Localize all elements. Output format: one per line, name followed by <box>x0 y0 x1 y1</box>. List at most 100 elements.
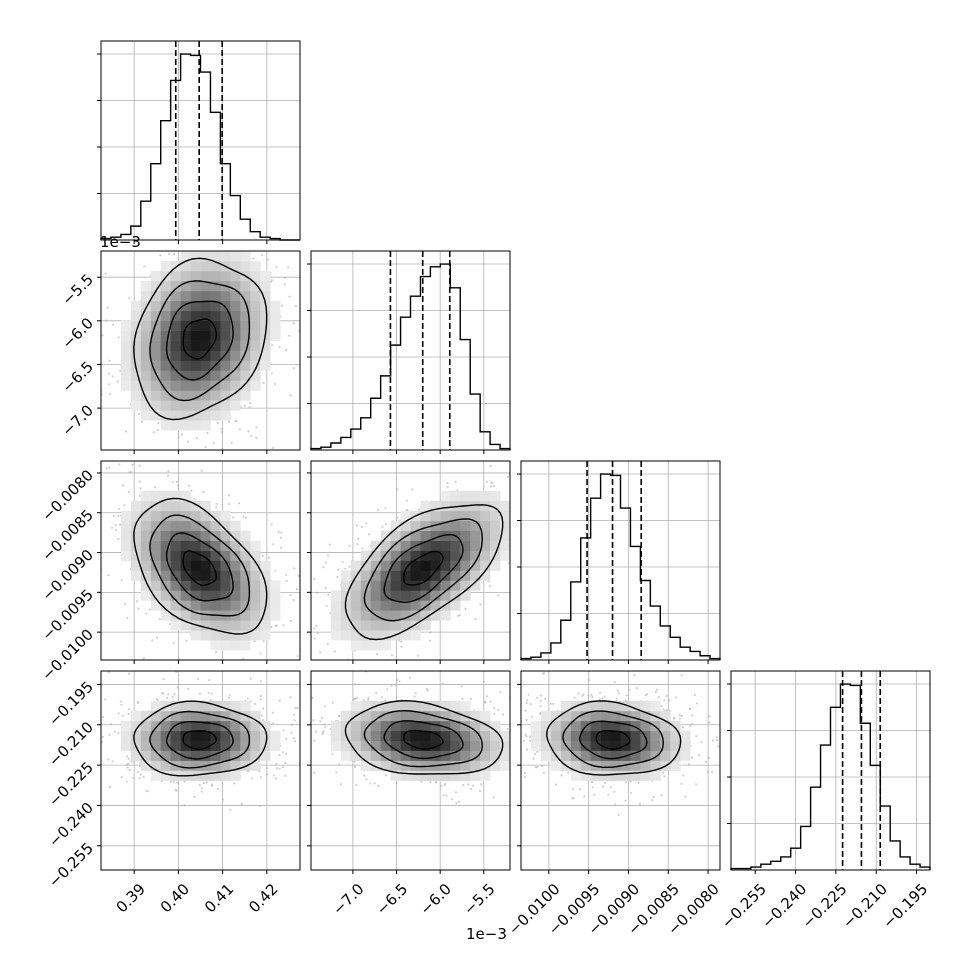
scatter-point <box>258 804 262 808</box>
scatter-point <box>534 752 537 756</box>
histogram-panel <box>307 250 511 454</box>
density-cells <box>120 490 281 651</box>
density-cell <box>480 510 491 522</box>
density-cell <box>240 740 251 751</box>
density-cell <box>200 590 211 601</box>
scatter-point <box>94 734 96 736</box>
density-cell <box>350 720 362 732</box>
scatter-point <box>457 800 461 803</box>
scatter-point <box>516 493 518 495</box>
density-cell <box>330 590 342 601</box>
density-cell <box>190 540 201 551</box>
density-cell <box>380 640 391 651</box>
density-cell <box>390 540 401 551</box>
scatter-point <box>255 436 258 439</box>
density-cell <box>140 750 152 761</box>
density-cell <box>200 420 211 431</box>
density-cell <box>410 620 421 631</box>
scatter-point <box>482 680 485 684</box>
density-cell <box>420 500 431 512</box>
scatter-point <box>385 523 388 526</box>
scatter-point <box>128 296 131 300</box>
density-cell <box>230 360 241 371</box>
density-cell <box>140 320 152 331</box>
density-cell <box>200 710 211 722</box>
density-cell <box>500 740 510 751</box>
panel-background <box>731 671 930 870</box>
scatter-point <box>259 698 262 701</box>
density-cell <box>250 270 261 282</box>
density-cell <box>250 330 261 341</box>
density-cell <box>210 280 221 292</box>
density-cell <box>190 530 201 541</box>
density-cell <box>130 500 142 512</box>
scatter-point <box>326 642 329 645</box>
density-cell <box>400 710 411 722</box>
scatter-point <box>706 770 709 773</box>
density-cell <box>250 760 261 771</box>
density-cell <box>440 540 451 551</box>
scatter-point <box>629 791 632 794</box>
scatter-point <box>104 698 107 701</box>
density-cell <box>150 340 162 351</box>
scatter-point <box>93 484 95 486</box>
density-cell <box>230 640 241 651</box>
density-cell <box>200 400 211 411</box>
density-cell <box>180 510 191 522</box>
scatter-point <box>202 490 205 493</box>
scatter-point <box>111 526 114 529</box>
contours <box>133 497 268 635</box>
scatter-point <box>372 666 374 668</box>
scatter-point <box>331 753 334 756</box>
density-cell <box>500 510 510 522</box>
density-cell <box>360 630 372 641</box>
scatter-point <box>288 295 291 298</box>
scatter-point <box>172 641 175 644</box>
density-cell <box>200 350 211 361</box>
scatter-point <box>128 471 131 474</box>
density-cell <box>490 540 501 551</box>
density-cell <box>180 540 191 551</box>
density-cell <box>140 390 152 401</box>
density-cell <box>160 740 171 751</box>
density-cell <box>220 760 231 771</box>
scatter-point <box>470 787 473 791</box>
density-cell <box>180 251 191 262</box>
density-cell <box>150 500 162 512</box>
histogram-step <box>730 683 931 870</box>
density-cell <box>150 570 162 581</box>
density-cell <box>120 360 132 371</box>
scatter-point <box>507 562 510 565</box>
scatter-point <box>362 699 365 702</box>
density-cell <box>140 720 152 732</box>
scatter-point <box>135 600 139 603</box>
contours <box>133 257 268 421</box>
scatter-point <box>355 784 358 787</box>
density-cell <box>440 740 451 751</box>
density-cell <box>390 550 401 561</box>
density-cell <box>430 720 441 732</box>
scatter-point <box>292 322 295 325</box>
density-cell <box>250 261 261 272</box>
density-cell <box>430 770 441 781</box>
density-cell <box>380 630 391 641</box>
density-cell <box>240 590 251 601</box>
density-cell <box>460 540 471 551</box>
density-cell <box>500 530 510 541</box>
density-cell <box>200 310 211 321</box>
scatter-point <box>120 703 123 706</box>
density-cell <box>250 740 261 751</box>
density-cell <box>170 280 181 292</box>
scatter-point <box>232 516 235 519</box>
scatter-point <box>365 778 368 781</box>
scatter-point <box>220 427 223 430</box>
scatter-point <box>413 695 416 698</box>
scatter-point <box>367 533 371 536</box>
scatter-point <box>716 739 719 742</box>
density-cell <box>200 530 211 541</box>
density-cell <box>210 600 221 611</box>
density-cell <box>180 530 191 541</box>
scatter-point <box>112 323 115 326</box>
density-cell <box>430 750 441 761</box>
density-cell <box>230 330 241 341</box>
